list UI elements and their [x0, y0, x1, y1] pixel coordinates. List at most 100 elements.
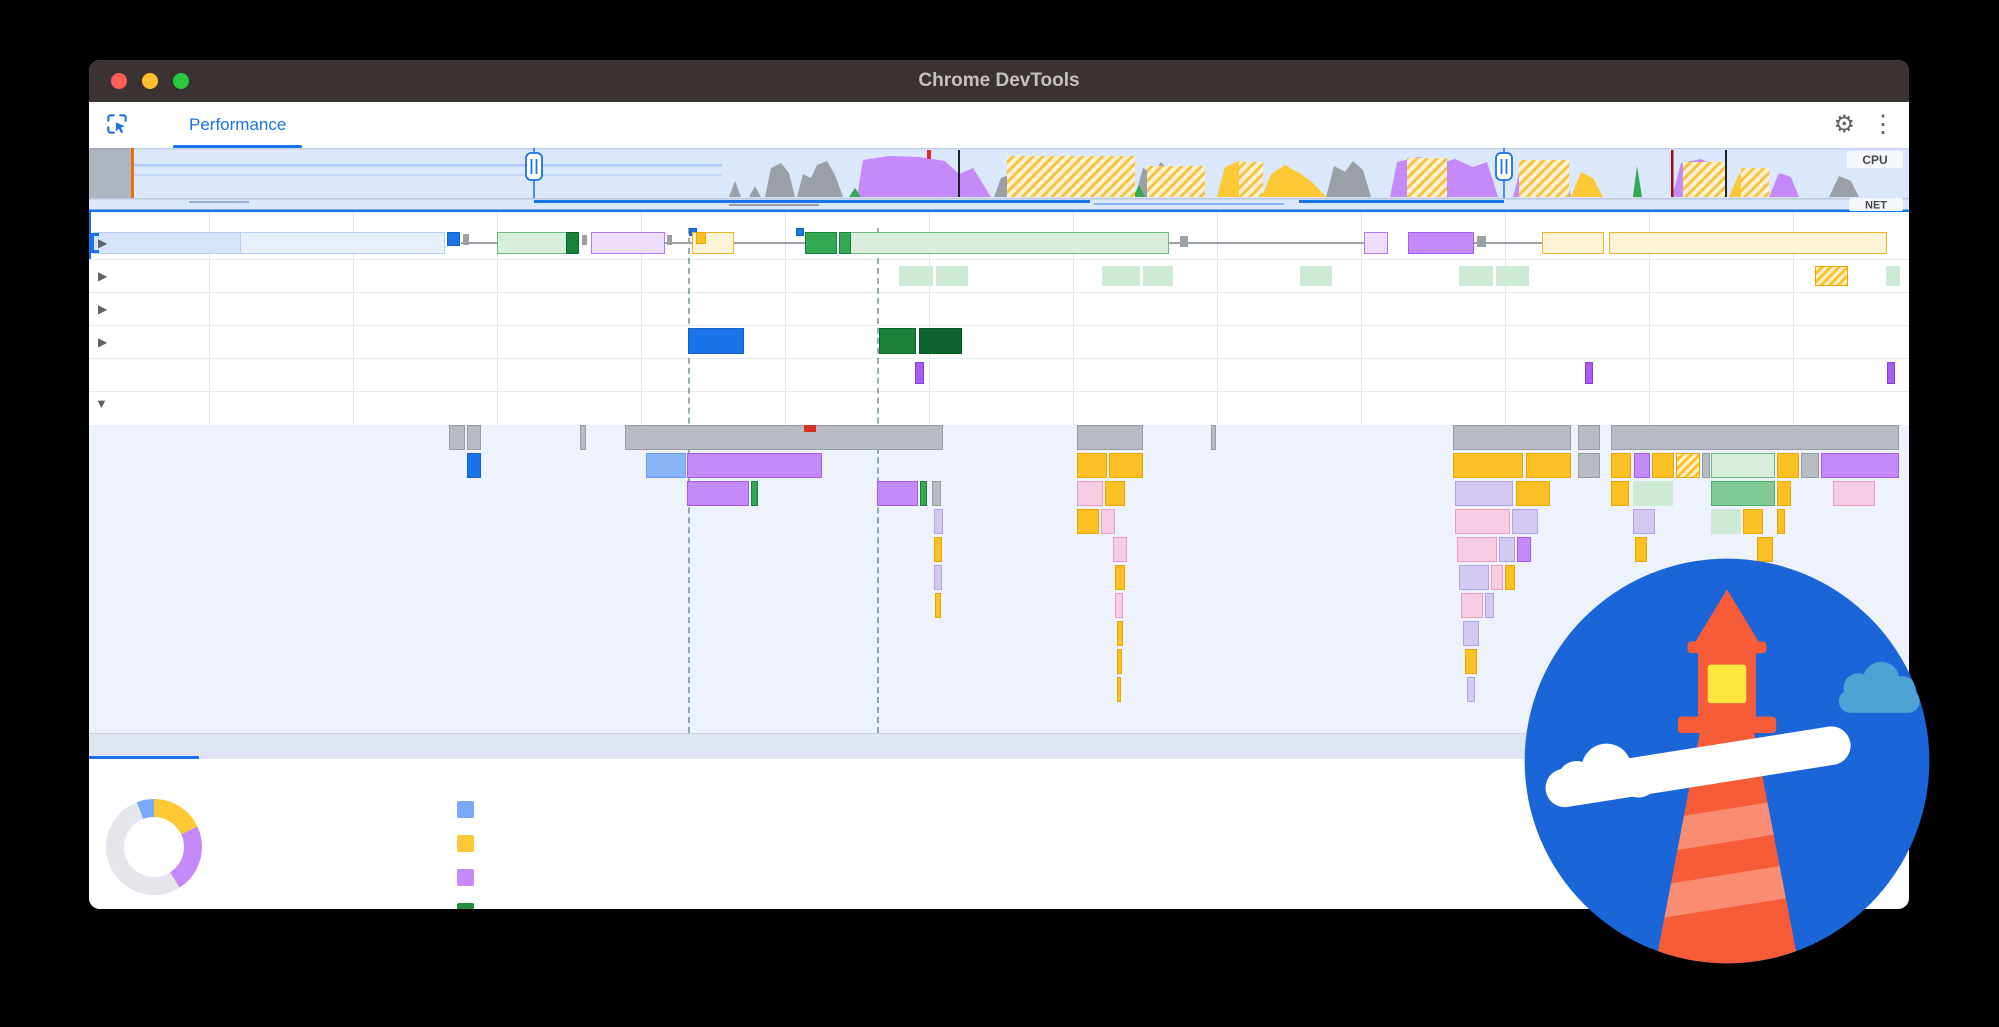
flame-bar[interactable] — [877, 481, 918, 506]
flame-bar[interactable] — [1143, 266, 1173, 286]
flame-bar[interactable] — [1635, 537, 1647, 562]
flame-bar[interactable] — [1408, 232, 1474, 254]
flame-bar[interactable] — [1491, 565, 1503, 590]
flame-bar[interactable] — [1463, 621, 1479, 646]
flame-bar[interactable] — [934, 509, 943, 534]
flame-bar[interactable] — [1611, 425, 1899, 450]
flame-bar[interactable] — [1652, 453, 1674, 478]
flame-bar[interactable] — [1777, 453, 1799, 478]
flame-bar[interactable] — [1611, 453, 1631, 478]
flame-bar[interactable] — [1777, 481, 1791, 506]
flame-bar[interactable] — [1077, 425, 1143, 450]
track-expander[interactable]: ▶ — [98, 269, 108, 283]
flame-bar[interactable] — [1633, 481, 1673, 506]
main-thread-expander[interactable]: ▼ — [95, 396, 108, 411]
flame-bar[interactable] — [839, 232, 1169, 254]
flame-bar[interactable] — [580, 425, 586, 450]
flame-bar[interactable] — [1611, 481, 1629, 506]
flame-bar[interactable] — [1459, 565, 1489, 590]
flame-bar[interactable] — [1512, 509, 1538, 534]
flame-bar[interactable] — [1364, 232, 1388, 254]
flame-bar[interactable] — [1702, 453, 1710, 478]
minimap-chart[interactable]: CPU NET — [89, 148, 1909, 212]
flame-bar[interactable] — [688, 328, 744, 354]
flame-bar[interactable] — [1886, 266, 1900, 286]
flame-bar[interactable] — [1711, 453, 1775, 478]
flame-bar[interactable] — [1102, 266, 1140, 286]
inspect-element-button[interactable] — [103, 111, 131, 139]
minimap-window-handle-right[interactable] — [1495, 148, 1513, 198]
flame-bar[interactable] — [1517, 537, 1531, 562]
track-expander[interactable]: ▶ — [98, 335, 108, 349]
flame-bar[interactable] — [1485, 593, 1494, 618]
flame-bar[interactable] — [461, 242, 499, 244]
flame-bar[interactable] — [879, 328, 916, 354]
flame-bar[interactable] — [796, 228, 804, 236]
flame-bar[interactable] — [667, 235, 672, 245]
flame-bar[interactable] — [497, 232, 567, 254]
flame-bar[interactable] — [1105, 481, 1125, 506]
flame-bar[interactable] — [839, 232, 851, 254]
flame-bar[interactable] — [934, 537, 942, 562]
zoom-button[interactable] — [173, 73, 189, 89]
flame-bar[interactable] — [591, 232, 665, 254]
flame-bar[interactable] — [1169, 242, 1364, 244]
flame-bar[interactable] — [1833, 481, 1875, 506]
flame-bar[interactable] — [1455, 481, 1513, 506]
flame-bar[interactable] — [919, 328, 962, 354]
flame-bar[interactable] — [1633, 509, 1655, 534]
flame-bar[interactable] — [1467, 677, 1475, 702]
flame-bar[interactable] — [687, 481, 749, 506]
flame-bar[interactable] — [1113, 537, 1127, 562]
flame-bar[interactable] — [1117, 677, 1121, 702]
flame-bar[interactable] — [696, 232, 706, 244]
flame-bar[interactable] — [467, 453, 481, 478]
flame-bar[interactable] — [1516, 481, 1550, 506]
flame-bar[interactable] — [582, 235, 587, 245]
track-expander[interactable]: ▶ — [98, 302, 108, 316]
flame-bar[interactable] — [1777, 509, 1785, 534]
flame-bar[interactable] — [1461, 593, 1483, 618]
flame-bar[interactable] — [1757, 537, 1773, 562]
minimize-button[interactable] — [142, 73, 158, 89]
flame-bar[interactable] — [625, 425, 943, 450]
flame-bar[interactable] — [1300, 266, 1332, 286]
flame-bar[interactable] — [665, 242, 695, 244]
flame-bar[interactable] — [1496, 266, 1529, 286]
flame-bar[interactable] — [1578, 453, 1600, 478]
flame-bar[interactable] — [1459, 266, 1493, 286]
flame-bar[interactable] — [734, 242, 808, 244]
flame-bar[interactable] — [1457, 537, 1497, 562]
flame-bar[interactable] — [467, 425, 481, 450]
flame-bar[interactable] — [899, 266, 933, 286]
flame-bar[interactable] — [1211, 425, 1216, 450]
flame-bar[interactable] — [1578, 425, 1600, 450]
flame-bar[interactable] — [1743, 509, 1763, 534]
flame-bar[interactable] — [463, 234, 469, 245]
flame-bar[interactable] — [751, 481, 758, 506]
flame-bar[interactable] — [1474, 242, 1542, 244]
flame-bar[interactable] — [1542, 232, 1604, 254]
flame-bar[interactable] — [1499, 537, 1515, 562]
flame-bar[interactable] — [449, 425, 465, 450]
flame-bar[interactable] — [1455, 509, 1510, 534]
flame-bar[interactable] — [805, 232, 837, 254]
flame-bar[interactable] — [1609, 232, 1887, 254]
flame-bar[interactable] — [934, 565, 942, 590]
flame-bar[interactable] — [687, 453, 822, 478]
flame-bar[interactable] — [566, 232, 579, 254]
flame-bar[interactable] — [1077, 509, 1099, 534]
flame-bar[interactable] — [1453, 425, 1571, 450]
flame-bar[interactable] — [1077, 453, 1107, 478]
settings-gear-icon[interactable]: ⚙ — [1833, 111, 1855, 138]
flame-bar[interactable] — [1887, 362, 1895, 384]
close-button[interactable] — [111, 73, 127, 89]
flame-bar[interactable] — [1801, 453, 1819, 478]
flame-bar[interactable] — [1115, 565, 1125, 590]
flame-bar[interactable] — [1711, 509, 1741, 534]
flame-bar[interactable] — [646, 453, 686, 478]
flame-bar[interactable] — [1821, 453, 1899, 478]
flame-bar[interactable] — [1585, 362, 1593, 384]
track-expander[interactable]: ▶ — [98, 236, 108, 250]
flame-bar[interactable] — [1077, 481, 1103, 506]
